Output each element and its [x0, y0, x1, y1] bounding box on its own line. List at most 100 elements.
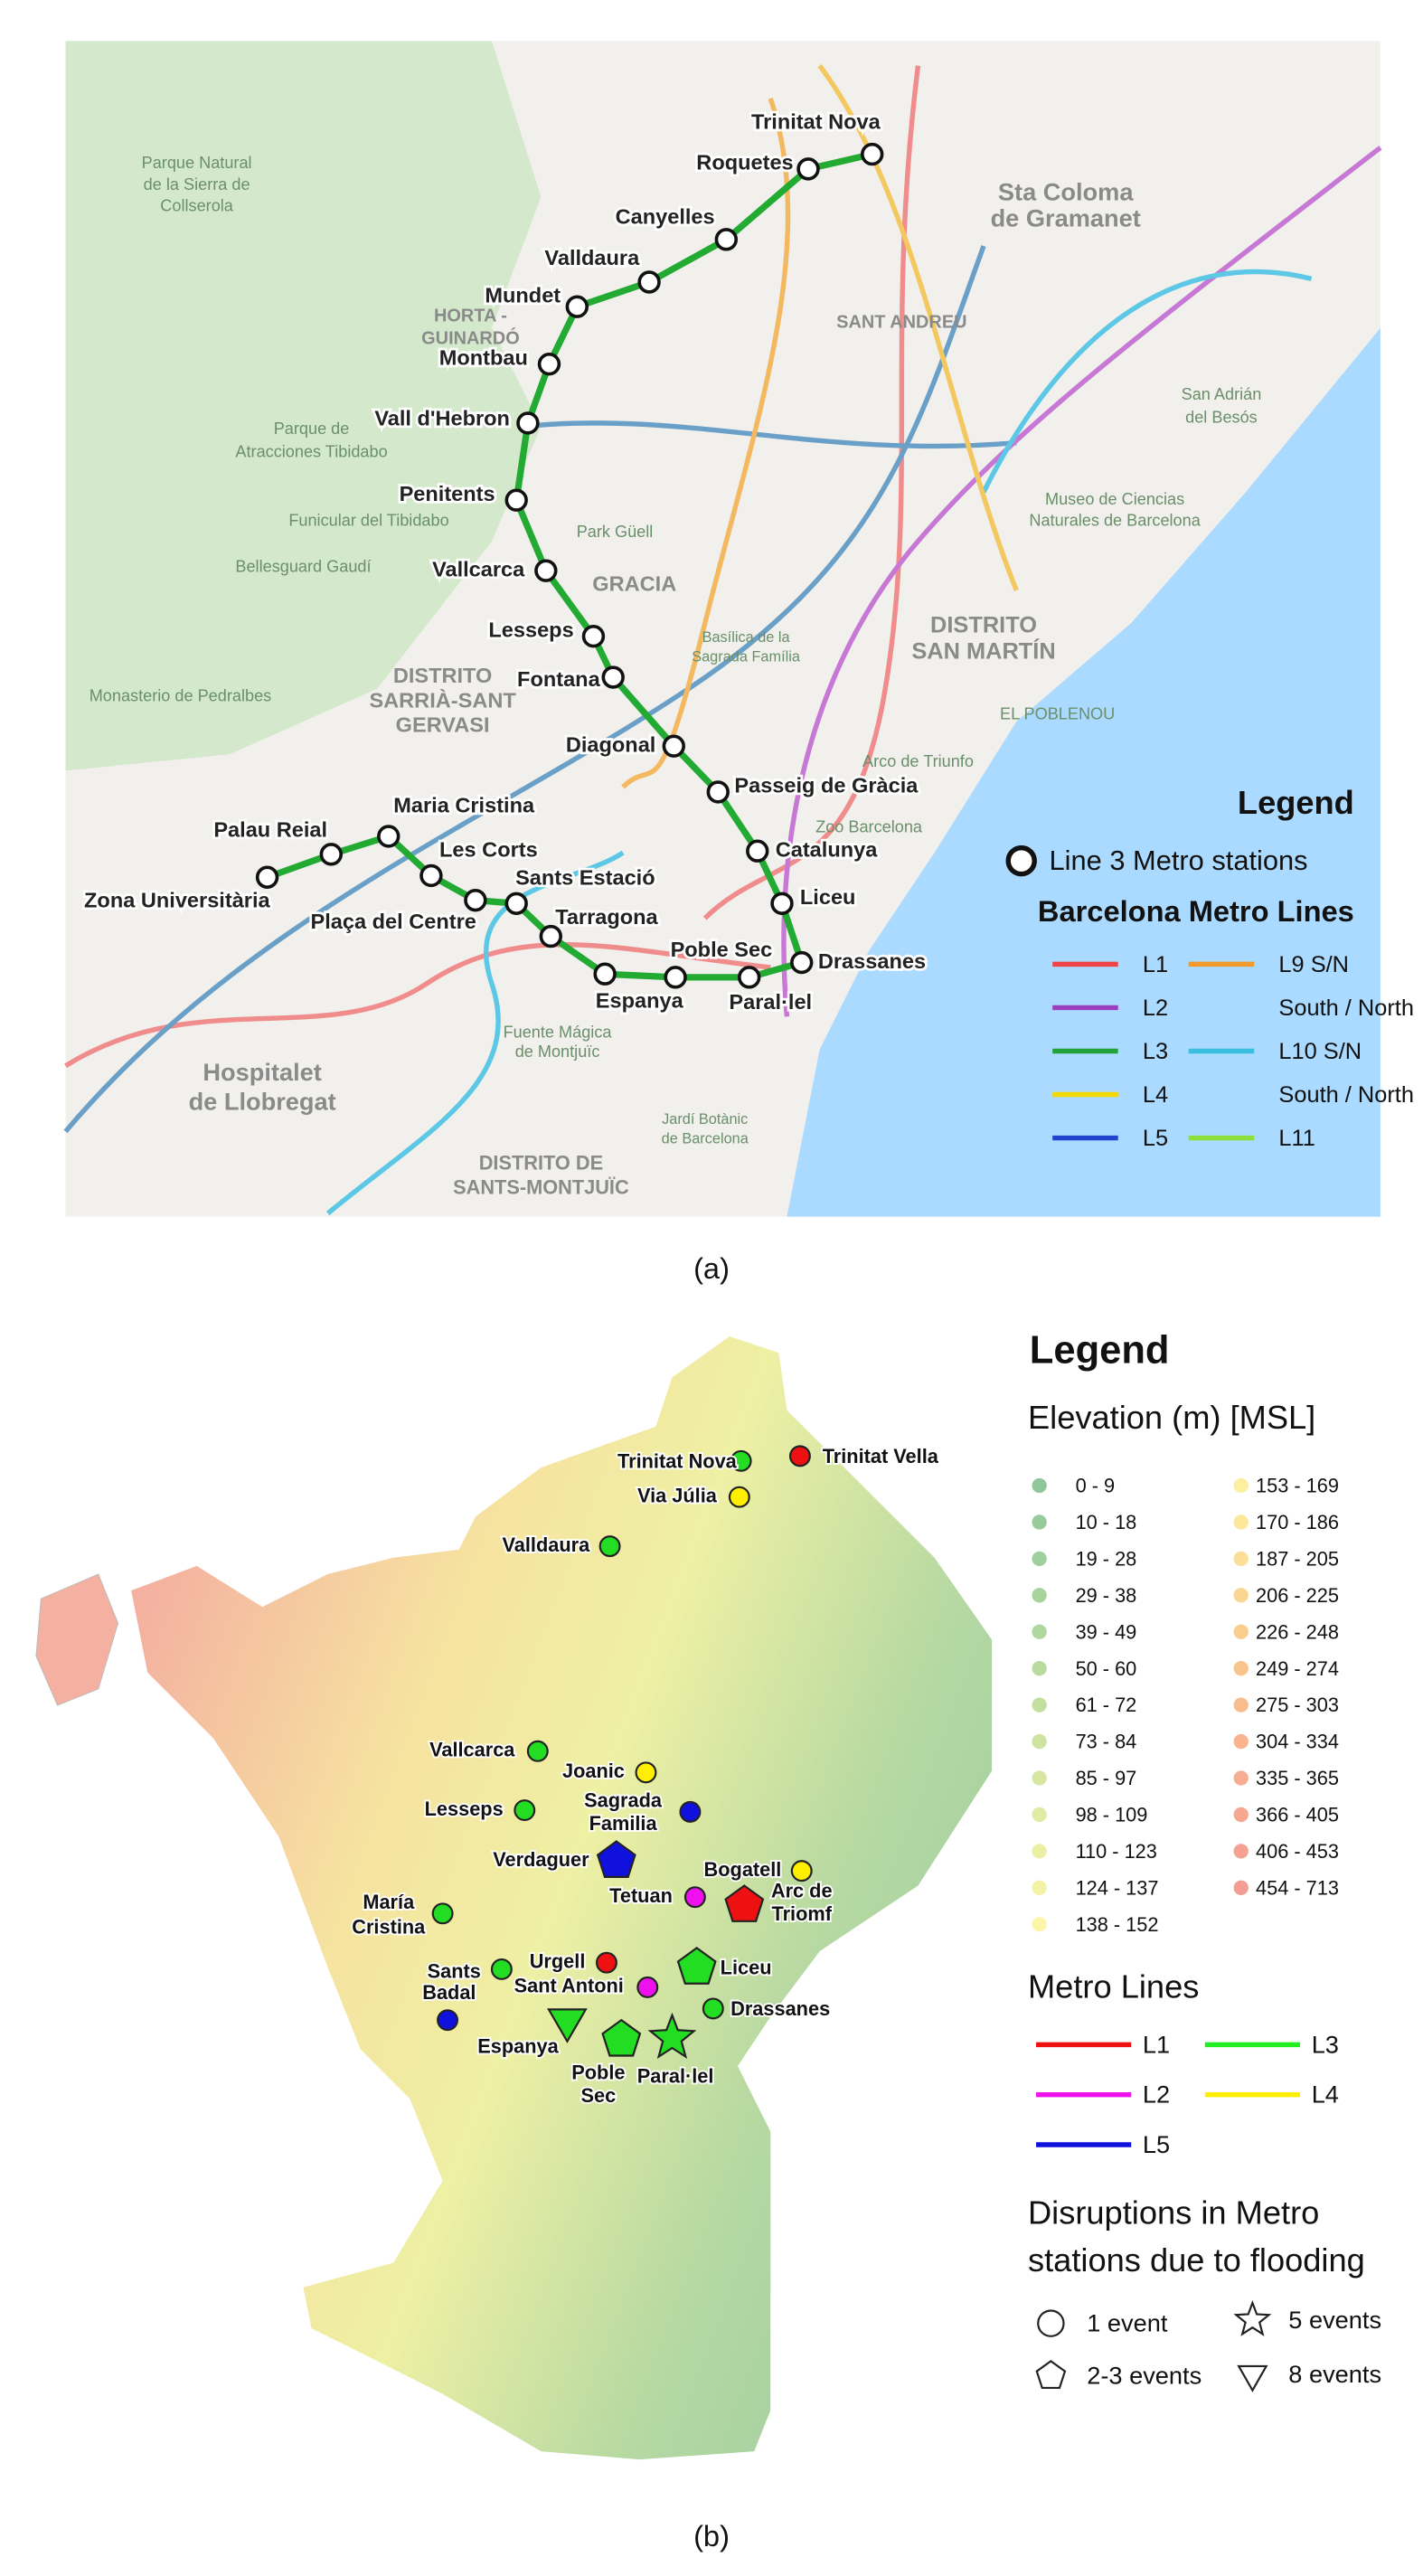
elevation-swatch — [1233, 1514, 1249, 1530]
station-marker — [728, 1486, 750, 1508]
map-label: SARRIÀ-SANT — [369, 687, 516, 712]
elevation-label: 39 - 49 — [1076, 1620, 1137, 1643]
legend-title: Legend — [1238, 784, 1354, 821]
station-label: Verdaguer — [493, 1848, 589, 1871]
map-label: Museo de Ciencias — [1045, 490, 1184, 508]
station-label: Via Júlia — [637, 1484, 718, 1506]
station-label: Roquetes — [696, 151, 793, 175]
station-label: Joanic — [562, 1760, 625, 1782]
map-label: de Montjuïc — [515, 1043, 600, 1061]
station-marker — [377, 825, 401, 848]
map-label: de Gramanet — [991, 203, 1141, 231]
station-label: Trinitat Nova — [751, 109, 881, 133]
elevation-swatch — [1032, 1661, 1047, 1676]
park-area — [65, 41, 542, 771]
station-marker — [593, 962, 617, 986]
disruption-legend-marker — [1035, 2360, 1067, 2389]
elevation-label: 138 - 152 — [1076, 1913, 1159, 1936]
station-marker — [664, 966, 687, 989]
lines-title: Metro Lines — [1028, 1967, 1199, 2005]
station-label: Tarragona — [555, 905, 658, 929]
legend-line-label: L3 — [1312, 2030, 1339, 2058]
map-label: DISTRITO — [393, 664, 493, 687]
station-label: Valldaura — [502, 1533, 590, 1556]
disruption-legend-marker — [1237, 2364, 1268, 2392]
station-marker — [601, 665, 625, 689]
station-marker — [565, 295, 589, 318]
legend-line-label: L10 S/N — [1278, 1039, 1362, 1064]
station-label: Sant Antoni — [514, 1975, 624, 1997]
station-marker — [861, 142, 884, 166]
station-marker — [490, 1958, 513, 1980]
metro-line-l9 — [621, 98, 791, 789]
elevation-swatch — [1233, 1880, 1249, 1895]
legend-line-label: L3 — [1143, 1039, 1168, 1064]
station-label: Trinitat Nova — [617, 1449, 738, 1472]
legend-line-label: L9 S/N — [1278, 952, 1349, 977]
station-marker — [676, 1947, 717, 1985]
disruption-legend-label: 2-3 events — [1087, 2362, 1202, 2390]
station-label: Espanya — [596, 988, 684, 1012]
map-label: GRACIA — [592, 572, 676, 596]
station-marker — [714, 228, 739, 251]
elevation-swatch — [1032, 1551, 1047, 1567]
elevation-swatch — [1032, 1917, 1047, 1932]
elevation-label: 275 - 303 — [1256, 1694, 1339, 1716]
legend-title: Legend — [1030, 1329, 1170, 1373]
legend-lines-title: Barcelona Metro Lines — [1038, 894, 1354, 928]
elevation-swatch — [1032, 1844, 1047, 1859]
station-label: Penitents — [400, 482, 495, 505]
station-marker — [601, 2018, 642, 2057]
station-marker — [539, 924, 562, 948]
station-marker — [504, 892, 528, 915]
islet — [35, 1573, 119, 1706]
harbour — [770, 2049, 886, 2427]
elevation-swatch — [1032, 1770, 1047, 1786]
station-label: Passeig de Gràcia — [734, 774, 919, 797]
disruptions-title: stations due to flooding — [1028, 2241, 1365, 2279]
station-marker — [595, 1951, 617, 1974]
elevation-swatch — [1032, 1624, 1047, 1639]
station-marker — [437, 2009, 459, 2032]
station-label: Bogatell — [704, 1858, 782, 1881]
disruption-legend-label: 1 event — [1087, 2309, 1168, 2337]
panel-label: (a) — [693, 1251, 730, 1285]
station-marker — [637, 270, 661, 294]
disruption-legend-marker — [1037, 2309, 1065, 2337]
metro-line-l2 — [781, 146, 1382, 1017]
legend-line-label: L4 — [1143, 1082, 1168, 1108]
station-marker — [581, 624, 606, 648]
elevation-label: 61 - 72 — [1076, 1694, 1137, 1716]
station-marker — [319, 843, 343, 866]
station-label: Paral·lel — [729, 990, 812, 1014]
elevation-label: 110 - 123 — [1076, 1840, 1157, 1863]
map-label: GUINARDÓ — [421, 327, 520, 349]
elevation-swatch — [1233, 1770, 1249, 1786]
elevation-label: 10 - 18 — [1076, 1511, 1137, 1533]
station-label: Sagrada — [584, 1789, 663, 1812]
map-label: DISTRITO DE — [479, 1151, 603, 1174]
elevation-label: 29 - 38 — [1076, 1584, 1137, 1607]
station-marker — [706, 780, 730, 804]
map-label: HORTA - — [434, 306, 507, 326]
map-label: Bellesguard Gaudí — [235, 557, 371, 575]
disruption-legend-label: 5 events — [1288, 2306, 1381, 2334]
metro-line-l10 — [981, 269, 1313, 494]
elevation-label: 454 - 713 — [1256, 1876, 1339, 1899]
elevation-label: 85 - 97 — [1076, 1767, 1137, 1789]
map-label: Parque Natural — [142, 154, 252, 172]
map-label: EL POBLENOU — [1000, 705, 1115, 723]
station-marker — [464, 888, 487, 912]
station-label: Les Corts — [439, 837, 538, 861]
station-marker — [516, 411, 540, 435]
map-label: Arco de Triunfo — [862, 752, 974, 770]
elevation-swatch — [1032, 1880, 1047, 1895]
metro-line-l1 — [64, 942, 771, 1069]
elevation-label: 226 - 248 — [1256, 1620, 1339, 1643]
station-label: Montbau — [439, 345, 528, 369]
station-label: Triomf — [772, 1902, 833, 1925]
station-marker — [526, 1740, 549, 1762]
elevation-swatch — [1032, 1807, 1047, 1823]
station-label: Vallcarca — [432, 557, 525, 580]
